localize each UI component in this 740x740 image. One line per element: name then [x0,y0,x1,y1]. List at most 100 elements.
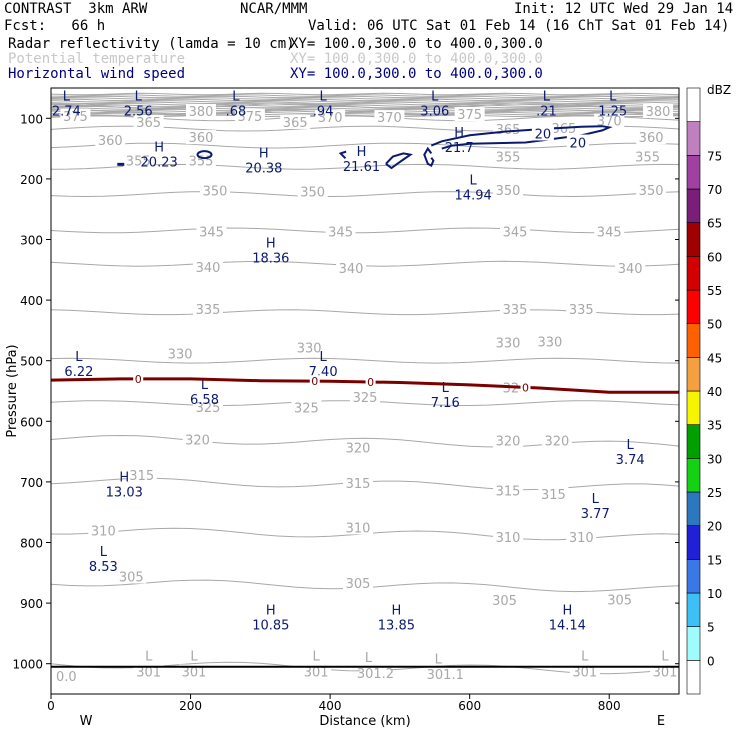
theta-label: 310 [91,524,116,539]
theta-low-marker: L [661,650,669,665]
theta-label-bg [343,440,374,455]
theta-label-bg [534,334,565,349]
colorbar-swatch [686,424,701,459]
theta-label: 305 [607,593,632,608]
theta-label-bg [325,224,356,239]
theta-label: 340 [196,261,221,276]
theta-label-bg [594,224,625,239]
model-name: CONTRAST 3km ARW [4,1,148,17]
freezing-level-label: 0 [367,376,374,389]
theta-label: 320 [346,441,371,456]
plot-frame [50,87,680,695]
theta-label-bg [88,523,119,538]
wind-extremum-marker: H [119,471,129,486]
theta-contour-stratosphere [50,113,680,116]
theta-label: 320 [496,435,521,450]
theta-contour-stratosphere [50,111,680,115]
wind-extremum-value: 2.56 [124,104,153,119]
y-tick-label: 300 [20,234,43,248]
colorbar-level: 5 [707,621,715,635]
theta-label: 330 [496,337,521,352]
colorbar-swatch [686,458,701,493]
wind-contour-label: 20 [570,137,587,152]
theta-label: 301 [304,666,329,681]
wind-extremum-marker: L [135,89,143,104]
theta-label: 340 [618,262,643,277]
wind-extremum-marker: H [266,237,276,252]
theta-label-bg [538,487,569,502]
theta-label-bg [650,664,681,679]
theta-label: 330 [537,335,562,350]
colorbar-level: 65 [707,217,722,231]
colorbar-level: 40 [707,385,722,399]
theta-label-bg [193,259,223,274]
wind-extremum-marker: L [232,89,240,104]
theta-label: 365 [283,116,308,131]
x-axis-label: Distance (km) [319,714,410,729]
theta-label-bg [315,110,346,125]
theta-label-bg [196,224,227,239]
theta-label-bg [234,108,265,123]
wind-extremum-value: 7.16 [431,396,460,411]
wind-extremum-marker: H [154,140,164,155]
colorbar-level: 10 [707,587,722,601]
theta-label-bg [350,390,380,405]
theta-label-bg [182,432,213,447]
theta-label-bg [566,302,597,317]
theta-contour-355 [50,163,680,170]
colorbar-level: 50 [707,318,722,332]
freezing-level-line [50,377,679,394]
wind-extremum-marker: L [543,89,551,104]
colorbar-swatch [686,491,701,526]
wind-label-bg [566,134,589,150]
wind-contour-20-blob [385,152,413,170]
field-reflectivity-label: Radar reflectivity (lamda = 10 cm) [8,36,295,52]
wind-extremum-value: 13.03 [106,486,143,501]
colorbar-level: 45 [707,351,722,365]
wind-extremum-marker: L [470,174,478,189]
theta-label-bg [179,664,210,679]
colorbar-swatch [686,660,701,695]
theta-label-bg [165,346,196,361]
y-tick-label: 800 [20,537,43,551]
freezing-level-label: 0 [522,381,529,394]
colorbar-level: 70 [707,183,722,197]
theta-label-bg [489,593,520,608]
theta-label: 305 [492,594,517,609]
y-tick-label: 200 [20,173,43,187]
theta-label: 355 [635,150,660,165]
theta-label-bg [594,113,625,128]
wind-extremum-value: 6.58 [190,393,219,408]
wind-extremum-marker: H [562,603,572,618]
wind-extremum-value: 14.14 [549,618,586,633]
theta-label: 301.1 [427,668,464,683]
wind-contour-20-hook2 [338,150,347,160]
theta-contour-350 [50,191,680,198]
colorbar-unit: dBZ [707,83,731,97]
y-tick-label: 100 [20,112,43,126]
theta-label: 370 [377,111,402,126]
theta-label-bg [343,520,374,535]
wind-contour-20-jet [430,125,613,150]
field-reflectivity-xy: XY= 100.0,300.0 to 400.0,300.0 [290,36,543,52]
theta-label-bg [636,182,667,197]
theta-label-bg [126,468,157,483]
wind-extremum-marker: H [259,146,269,161]
theta-label: 350 [496,184,521,199]
wind-extremum-value: .21 [536,104,557,119]
colorbar-level: 0 [707,654,715,668]
colorbar-level: 75 [707,149,722,163]
wind-extremum-marker: L [442,381,450,396]
theta-contour-stratosphere [50,92,680,96]
theta-label-bg [186,104,217,119]
theta-label: 301 [653,666,678,681]
theta-label-bg [193,399,223,414]
wind-extremum-marker: L [201,378,209,393]
theta-label-bg [51,668,82,683]
freezing-label-bg [365,376,376,389]
theta-label: 310 [496,531,521,546]
theta-label: 301 [136,666,161,681]
theta-label-bg [95,133,126,148]
theta-label-bg [493,182,524,197]
